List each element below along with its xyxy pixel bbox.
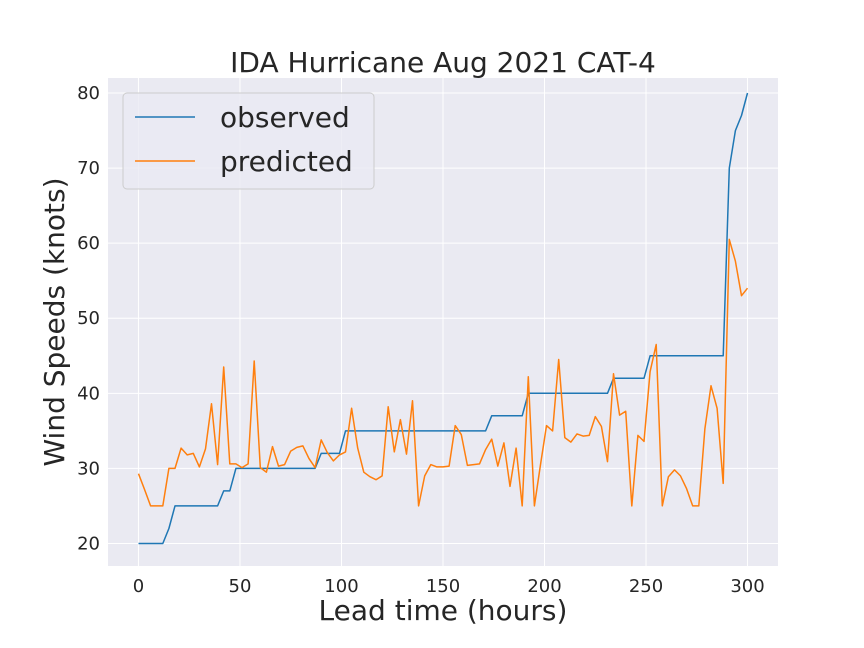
y-tick-label: 40 bbox=[77, 383, 100, 404]
y-axis-label: Wind Speeds (knots) bbox=[38, 177, 71, 466]
x-tick-label: 250 bbox=[629, 576, 663, 597]
series-lines bbox=[137, 92, 749, 545]
x-tick-label: 150 bbox=[426, 576, 460, 597]
x-tick-label: 100 bbox=[324, 576, 358, 597]
x-tick-label: 300 bbox=[730, 576, 764, 597]
x-tick-label: 200 bbox=[527, 576, 561, 597]
y-tick-labels: 20 30 40 50 60 70 80 bbox=[77, 83, 100, 554]
series-line-observed bbox=[138, 92, 749, 545]
chart-title: IDA Hurricane Aug 2021 CAT-4 bbox=[230, 46, 656, 79]
y-tick-label: 60 bbox=[77, 233, 100, 254]
x-axis-label: Lead time (hours) bbox=[319, 594, 568, 627]
x-tick-label: 50 bbox=[229, 576, 252, 597]
legend-label-observed: observed bbox=[220, 101, 350, 134]
x-tick-labels: 0 50 100 150 200 250 300 bbox=[133, 576, 765, 597]
y-tick-label: 20 bbox=[77, 533, 100, 554]
legend: observed predicted bbox=[122, 92, 375, 190]
series-line-predicted bbox=[137, 238, 749, 507]
y-tick-label: 80 bbox=[77, 83, 100, 104]
y-tick-label: 70 bbox=[77, 158, 100, 179]
y-tick-label: 50 bbox=[77, 308, 100, 329]
y-tick-label: 30 bbox=[77, 458, 100, 479]
legend-label-predicted: predicted bbox=[220, 145, 353, 178]
x-tick-label: 0 bbox=[133, 576, 144, 597]
